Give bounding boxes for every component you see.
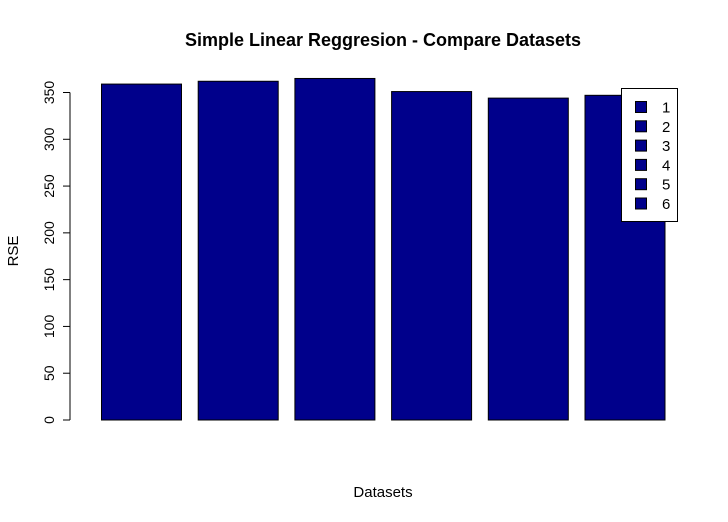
y-tick-label: 0: [41, 416, 57, 424]
legend-swatch: [635, 178, 647, 191]
y-tick-label: 50: [41, 365, 57, 381]
legend-label: 3: [662, 138, 670, 155]
bar-4: [391, 91, 473, 421]
bars-group: [101, 77, 666, 421]
y-tick-label: 200: [41, 221, 57, 245]
legend-box: [621, 88, 678, 222]
legend-label: 6: [662, 196, 670, 213]
legend-label: 1: [662, 100, 670, 117]
bar-2: [197, 80, 279, 421]
legend-label: 2: [662, 119, 670, 136]
legend-swatch: [635, 158, 647, 171]
legend-swatch: [635, 120, 647, 133]
y-tick-label: 300: [41, 127, 57, 151]
y-tick-label: 250: [41, 174, 57, 198]
y-tick-label: 350: [41, 81, 57, 105]
chart-title: Simple Linear Reggresion - Compare Datas…: [185, 30, 581, 50]
legend-label: 4: [662, 157, 670, 174]
bar-1: [101, 83, 182, 421]
bar-5: [487, 97, 569, 421]
legend-swatch: [635, 101, 647, 113]
legend: 1 2 3 4 5 6: [621, 88, 678, 222]
legend-swatch: [635, 139, 647, 152]
y-tick-label: 150: [41, 268, 57, 292]
legend-swatch: [635, 197, 647, 210]
bar-3: [294, 77, 376, 421]
x-axis-title: Datasets: [353, 484, 412, 501]
legend-label: 5: [662, 177, 670, 194]
y-axis-title: RSE: [5, 236, 22, 267]
y-tick-label: 100: [41, 315, 57, 339]
y-axis: 0 50 100 150 200 250 300 350: [41, 81, 71, 424]
